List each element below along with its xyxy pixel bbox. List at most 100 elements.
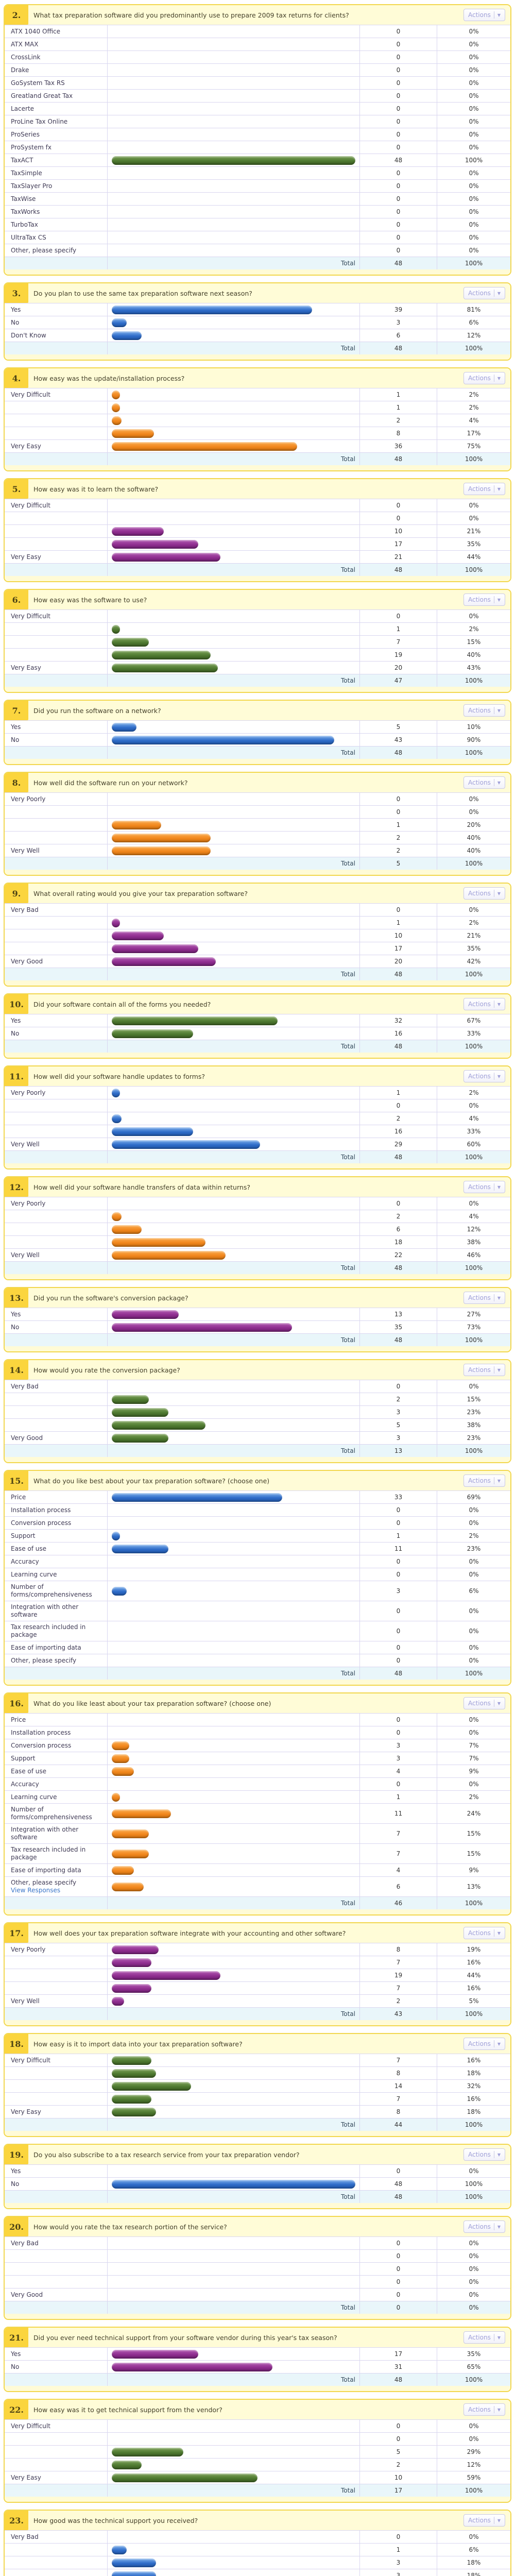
actions-button[interactable]: Actions ▼ — [464, 594, 505, 606]
total-label-spacer — [5, 1445, 108, 1457]
answer-label: Conversion process — [5, 1739, 108, 1752]
question-footer — [5, 870, 510, 875]
percent-cell: 4% — [469, 1115, 479, 1122]
answer-label: Learning curve — [5, 1568, 108, 1581]
answer-row: Price 0 0% — [5, 1714, 510, 1726]
actions-button[interactable]: Actions ▼ — [464, 1927, 505, 1939]
percent-cell: 73% — [467, 1324, 481, 1331]
count-cell: 0 — [360, 115, 437, 128]
actions-button[interactable]: Actions ▼ — [464, 1070, 505, 1082]
actions-button[interactable]: Actions ▼ — [464, 998, 505, 1010]
actions-button[interactable]: Actions ▼ — [464, 704, 505, 717]
answer-bar — [112, 1433, 168, 1443]
actions-button[interactable]: Actions ▼ — [464, 9, 505, 21]
chevron-down-icon: ▼ — [497, 780, 501, 785]
actions-button[interactable]: Actions ▼ — [464, 2403, 505, 2416]
question-block: 11. How well did your software handle up… — [4, 1065, 511, 1170]
total-label: Total — [108, 2008, 360, 2020]
chevron-down-icon: ▼ — [497, 291, 501, 296]
bar-cell — [108, 2556, 360, 2569]
question-number-badge: 3. — [5, 283, 28, 303]
chevron-down-icon: ▼ — [497, 1002, 501, 1007]
answer-bar — [112, 416, 122, 425]
bar-cell — [108, 206, 360, 218]
answer-label: Ease of importing data — [5, 1864, 108, 1876]
actions-label: Actions — [468, 2151, 491, 2158]
bar-cell — [108, 662, 360, 674]
actions-button[interactable]: Actions ▼ — [464, 1364, 505, 1376]
total-label: Total — [108, 2119, 360, 2131]
question-text: How well did the software run on your ne… — [33, 778, 188, 787]
question-text: Did you run the software's conversion pa… — [33, 1294, 188, 1302]
count-cell: 2 — [360, 832, 437, 844]
actions-button[interactable]: Actions ▼ — [464, 2038, 505, 2050]
question-number-badge: 11. — [5, 1066, 28, 1086]
answer-row: Yes 5 10% — [5, 721, 510, 734]
actions-button[interactable]: Actions ▼ — [464, 372, 505, 384]
answer-row: Integration with other software 0 0% — [5, 1601, 510, 1621]
bar-cell — [108, 427, 360, 439]
answer-row: No 3 6% — [5, 316, 510, 329]
bar-cell — [108, 2544, 360, 2556]
count-cell: 7 — [360, 2093, 437, 2105]
total-label: Total — [108, 1151, 360, 1163]
answer-table: Very Difficult 0 0% 0 0% 10 21% 17 35% Very Easy 2… — [5, 499, 510, 576]
answer-label: Ease of use — [5, 1543, 108, 1555]
question-header: 10. Did your software contain all of the… — [5, 994, 510, 1014]
actions-label: Actions — [468, 1929, 491, 1937]
count-cell: 1 — [360, 1087, 437, 1099]
bar-cell — [108, 2054, 360, 2066]
total-percent-cell: 100% — [465, 2487, 483, 2494]
answer-row: Other, please specify View Responses 6 13% — [5, 1877, 510, 1897]
answer-row: 2 4% — [5, 414, 510, 427]
actions-button[interactable]: Actions ▼ — [464, 2148, 505, 2161]
percent-cell: 5% — [469, 1997, 479, 2005]
total-label-spacer — [5, 1262, 108, 1274]
actions-button[interactable]: Actions ▼ — [464, 776, 505, 789]
answer-row: Conversion process 0 0% — [5, 1517, 510, 1530]
actions-button[interactable]: Actions ▼ — [464, 2221, 505, 2233]
count-cell: 0 — [360, 218, 437, 231]
answer-label — [5, 2459, 108, 2471]
answer-label — [5, 636, 108, 648]
actions-button[interactable]: Actions ▼ — [464, 287, 505, 299]
bar-cell — [108, 1380, 360, 1393]
count-cell: 17 — [360, 538, 437, 550]
actions-button[interactable]: Actions ▼ — [464, 1292, 505, 1304]
count-cell: 21 — [360, 551, 437, 563]
answer-bar — [112, 1996, 124, 2006]
answer-label: TurboTax — [5, 218, 108, 231]
answer-row: Ease of use 4 9% — [5, 1765, 510, 1778]
percent-cell: 32% — [467, 2082, 481, 2090]
percent-cell: 6% — [469, 319, 479, 326]
actions-button[interactable]: Actions ▼ — [464, 2331, 505, 2344]
answer-table: Very Bad 0 0% 2 15% 3 23% 5 38% Very Good 3 23% Tota… — [5, 1380, 510, 1457]
percent-cell: 0% — [469, 28, 479, 35]
answer-bar — [112, 944, 198, 953]
view-responses-link[interactable]: View Responses — [11, 1887, 61, 1894]
answer-table: Very Difficult 7 16% 8 18% 14 32% 7 16% Very Easy… — [5, 2054, 510, 2131]
percent-cell: 0% — [469, 105, 479, 112]
question-footer — [5, 2386, 510, 2391]
question-footer — [5, 1274, 510, 1279]
question-number-badge: 18. — [5, 2034, 28, 2054]
count-cell: 0 — [360, 193, 437, 205]
question-block: 15. What do you like best about your tax… — [4, 1470, 511, 1686]
count-cell: 0 — [360, 1641, 437, 1654]
percent-cell: 15% — [467, 1830, 481, 1837]
bar-cell — [108, 1491, 360, 1503]
percent-cell: 100% — [465, 157, 483, 164]
answer-bar — [112, 318, 127, 327]
actions-button[interactable]: Actions ▼ — [464, 2514, 505, 2527]
actions-button[interactable]: Actions ▼ — [464, 1181, 505, 1193]
question-header: 17. How well does your tax preparation s… — [5, 1923, 510, 1943]
actions-label: Actions — [468, 485, 491, 493]
actions-button[interactable]: Actions ▼ — [464, 1475, 505, 1487]
total-row: Total 48 100% — [5, 342, 510, 354]
actions-button[interactable]: Actions ▼ — [464, 483, 505, 495]
answer-bar — [112, 2545, 127, 2554]
answer-row: Integration with other software 7 15% — [5, 1824, 510, 1844]
bar-cell — [108, 38, 360, 50]
actions-button[interactable]: Actions ▼ — [464, 887, 505, 900]
actions-button[interactable]: Actions ▼ — [464, 1697, 505, 1709]
